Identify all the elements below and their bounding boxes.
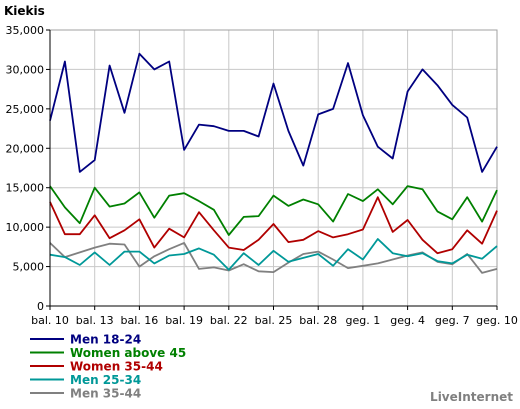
axes: 0 5,000 10,000 15,000 20,000 25,000 30,000 35,0… (6, 24, 518, 327)
y-tick-label: 15,000 (6, 182, 45, 195)
y-tick-label: 20,000 (6, 142, 45, 155)
y-tick-label: 10,000 (6, 221, 45, 234)
series-lines (49, 52, 498, 274)
grid (49, 29, 498, 307)
x-tick-label: bal. 19 (165, 314, 203, 327)
x-tick-label: bal. 13 (76, 314, 114, 327)
x-tick-label: bal. 10 (31, 314, 69, 327)
legend-label-women-35-44: Women 35-44 (70, 360, 163, 374)
legend-label-men-35-44: Men 35-44 (70, 387, 141, 401)
legend-label-men-25-34: Men 25-34 (70, 373, 141, 387)
x-tick-label: bal. 25 (255, 314, 293, 327)
series-line-women-above-45 (49, 185, 498, 236)
y-tick-label: 25,000 (6, 103, 45, 116)
x-tick-label: geg. 7 (435, 314, 470, 327)
series-line-men-25-34 (49, 238, 498, 271)
x-tick-label: bal. 22 (210, 314, 248, 327)
y-tick-label: 0 (37, 300, 44, 313)
y-tick-label: 30,000 (6, 63, 45, 76)
legend-label-men-18-24: Men 18-24 (70, 333, 141, 347)
series-line-men-18-24 (49, 52, 498, 173)
x-tick-label: geg. 10 (476, 314, 518, 327)
series-line-women-35-44 (49, 196, 498, 255)
x-tick-label: bal. 16 (121, 314, 159, 327)
x-tick-label: geg. 4 (390, 314, 425, 327)
legend-label-women-above-45: Women above 45 (70, 346, 186, 360)
y-tick-label: 5,000 (13, 261, 45, 274)
x-tick-label: geg. 1 (346, 314, 381, 327)
y-tick-label: 35,000 (6, 24, 45, 37)
credit-label: LiveInternet (430, 390, 513, 404)
x-tick-label: bal. 28 (299, 314, 337, 327)
y-axis-label: Kiekis (4, 4, 45, 18)
